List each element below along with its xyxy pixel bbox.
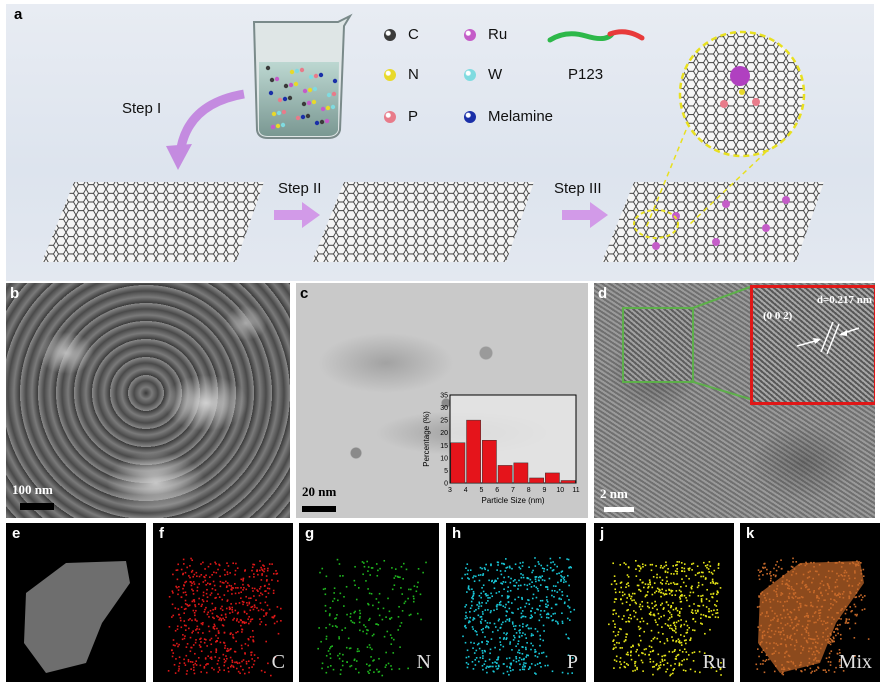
histogram-bar <box>560 480 576 484</box>
scale-bar-label-b: 100 nm <box>12 482 53 497</box>
hrtem-inset: d=0.217 nm (0 0 2) <box>750 285 875 405</box>
legend-dot-c <box>384 29 396 41</box>
mapping-tile-j: j Ru <box>594 523 734 682</box>
graphene-sheet-2 <box>312 182 534 262</box>
histogram-bar <box>545 472 560 484</box>
histogram-bar <box>513 462 529 484</box>
element-label-ru: Ru <box>702 651 726 673</box>
selected-region-box <box>622 307 694 383</box>
hrtem-image: d d=0.217 nm (0 0 2) 2 nm <box>594 283 875 518</box>
panel-label-g: g <box>305 525 315 542</box>
histogram-bar <box>450 442 466 484</box>
mapping-signal <box>461 557 576 676</box>
scale-bar-c <box>302 506 336 512</box>
legend-dot-n <box>384 69 396 81</box>
tem-image: c 20 nm 3 4 5 6 7 8 9 10 11 0 5 10 15 20 25 30 35 Particl… <box>296 283 588 518</box>
y-tick-label: 15 <box>440 443 448 450</box>
panel-label-h: h <box>452 525 462 542</box>
x-tick-label: 4 <box>464 487 468 494</box>
zoom-guide-lines <box>690 286 751 400</box>
mapping-signal <box>24 561 130 673</box>
x-axis-label: Particle Size (nm) <box>481 496 544 505</box>
element-label-mix: Mix <box>838 651 872 673</box>
graphene-sheet-3 <box>602 182 824 262</box>
mapping-tile-k: k Mix <box>740 523 880 682</box>
element-label-c: C <box>271 651 285 673</box>
panel-label-d: d <box>598 285 608 302</box>
legend-label-melamine: Melamine <box>488 108 554 125</box>
step-three-arrow <box>562 202 608 228</box>
x-tick-label: 3 <box>448 487 452 494</box>
x-tick-label: 7 <box>511 487 515 494</box>
mapping-signal <box>167 557 282 677</box>
d-spacing-label: d=0.217 nm <box>816 294 872 306</box>
panel-label-e: e <box>12 525 21 542</box>
x-tick-label: 5 <box>480 487 484 494</box>
scale-bar-label-d: 2 nm <box>600 486 628 501</box>
histogram-bar <box>466 419 481 484</box>
x-tick-label: 10 <box>556 487 564 494</box>
sem-image: b 100 nm <box>6 283 290 518</box>
legend-dot-ru <box>464 29 476 41</box>
panel-label-f: f <box>159 525 164 542</box>
scale-bar-d <box>604 507 634 512</box>
panel-label-k: k <box>746 525 755 542</box>
legend-label-n: N <box>408 66 419 83</box>
histogram-bar <box>497 465 513 484</box>
lattice-arrows <box>796 321 860 355</box>
mapping-tile-e: e <box>6 523 146 682</box>
panel-label-a: a <box>14 6 23 23</box>
lattice-plane-label: (0 0 2) <box>763 310 793 322</box>
step-three-label: Step III <box>554 180 602 197</box>
step-two-arrow <box>274 202 320 228</box>
y-tick-label: 25 <box>440 418 448 425</box>
y-tick-label: 30 <box>440 405 448 412</box>
x-tick-label: 8 <box>527 487 531 494</box>
legend-label-w: W <box>488 66 503 83</box>
y-tick-label: 20 <box>440 430 448 437</box>
x-tick-label: 6 <box>495 487 499 494</box>
p123-label: P123 <box>568 66 604 83</box>
step-one-label: Step I <box>122 100 162 117</box>
legend-dot-p <box>384 111 396 123</box>
panel-label-c: c <box>300 285 309 302</box>
legend-dot-melamine <box>464 111 476 123</box>
step-two-label: Step II <box>278 180 322 197</box>
graphene-sheet-1 <box>42 182 264 262</box>
p123-polymer-icon <box>547 29 645 43</box>
histogram-bar <box>482 440 497 484</box>
beaker-illustration <box>252 13 353 139</box>
step-one-arrow <box>166 89 245 170</box>
scale-bar-b <box>20 503 54 510</box>
mapping-signal <box>317 558 427 677</box>
element-label-n: N <box>416 651 431 673</box>
legend-label-c: C <box>408 26 419 43</box>
legend-label-p: P <box>408 108 419 125</box>
legend-label-ru: Ru <box>488 26 508 43</box>
scale-bar-label-c: 20 nm <box>302 484 337 499</box>
x-tick-label: 11 <box>572 487 579 494</box>
element-label-p: P <box>566 651 578 673</box>
panel-label-b: b <box>10 285 20 302</box>
y-tick-label: 35 <box>440 393 448 400</box>
histogram-bar <box>529 477 544 484</box>
mapping-signal <box>755 557 870 676</box>
zoom-inset <box>646 30 806 229</box>
particle-size-histogram: 3 4 5 6 7 8 9 10 11 0 5 10 15 20 25 30 35 Particle Size (… <box>422 393 580 506</box>
legend-dot-w <box>464 69 476 81</box>
scheme-panel: a C Ru N W P Melamine P123 Step I <box>6 4 874 281</box>
y-tick-label: 0 <box>444 481 448 488</box>
x-tick-label: 9 <box>543 487 547 494</box>
y-tick-label: 5 <box>444 468 448 475</box>
y-axis-label: Percentage (%) <box>422 411 431 467</box>
panel-label-j: j <box>600 525 605 542</box>
mapping-signal <box>608 559 722 677</box>
y-tick-label: 10 <box>440 455 448 462</box>
